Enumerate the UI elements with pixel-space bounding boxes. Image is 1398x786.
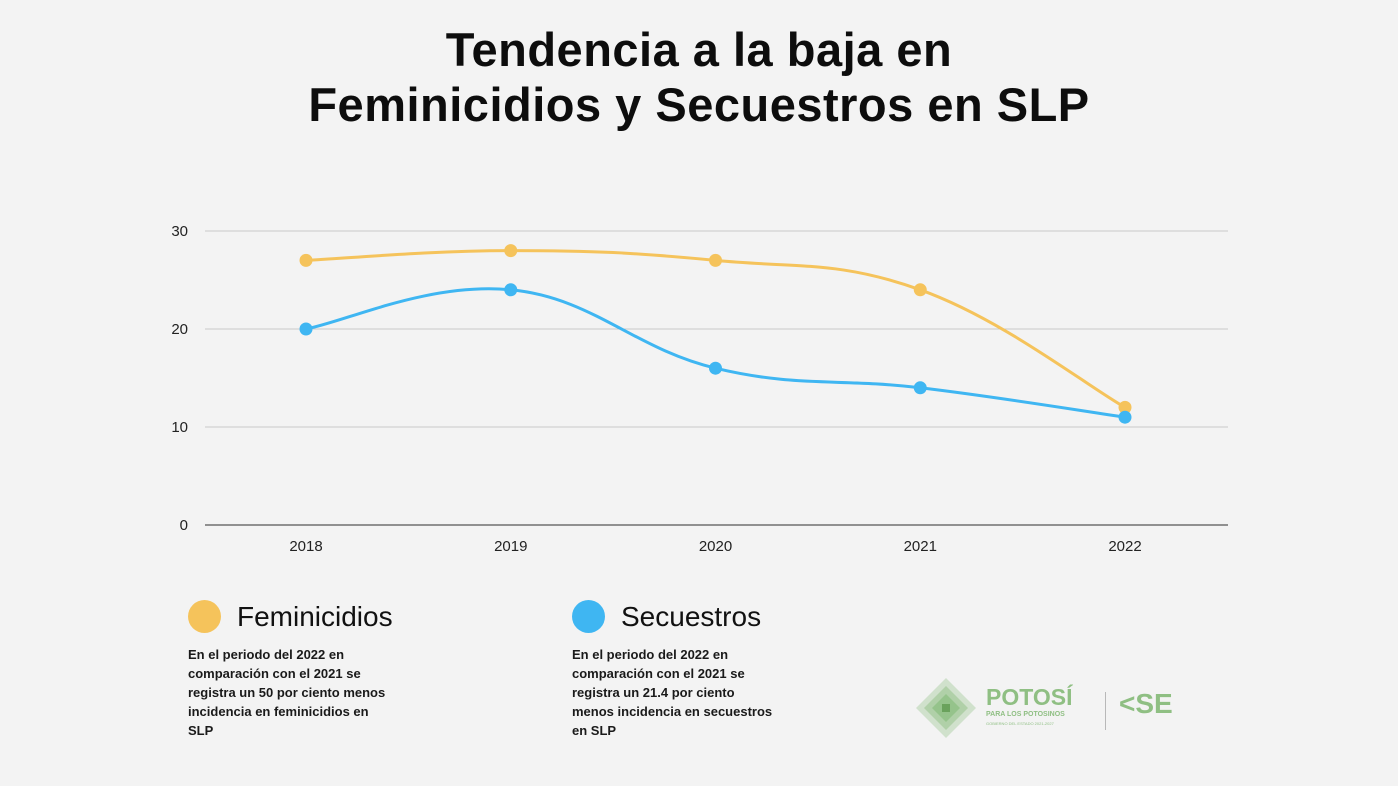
x-tick-label: 2021 [904, 538, 937, 555]
legend-label-feminicidios: Feminicidios [237, 600, 393, 632]
series-layer [299, 244, 1132, 424]
data-point-feminicidios [299, 253, 313, 267]
series-feminicidios [299, 244, 1132, 414]
title-line-2: Feminicidios y Secuestros en SLP [308, 78, 1090, 131]
data-point-feminicidios [709, 253, 722, 267]
y-tick-label: 30 [171, 223, 188, 240]
x-tick-label: 2020 [699, 538, 732, 555]
government-logo: POTOSÍ PARA LOS POTOSINOS GOBIERNO DEL E… [912, 674, 1192, 744]
x-tick-label: 2018 [289, 538, 322, 555]
data-point-feminicidios [913, 283, 927, 297]
legend-description-secuestros: En el periodo del 2022 en comparación co… [572, 647, 773, 738]
legend-description-feminicidios: En el periodo del 2022 en comparación co… [188, 647, 386, 738]
page-title: Tendencia a la baja en Feminicidios y Se… [0, 22, 1398, 132]
y-tick-label: 0 [180, 517, 188, 534]
logo-tagline: PARA LOS POTOSINOS [986, 711, 1065, 718]
emblem-icon [916, 678, 976, 738]
series-secuestros [299, 283, 1132, 424]
legend-dot-feminicidios [188, 600, 221, 633]
y-tick-label: 10 [171, 419, 188, 436]
data-point-secuestros [709, 361, 722, 375]
legend-secuestros: Secuestros En el periodo del 2022 en com… [572, 600, 772, 740]
grid-lines [205, 230, 1228, 526]
data-point-feminicidios [1118, 400, 1132, 414]
chevron-left-icon: < [1119, 688, 1136, 719]
series-line-secuestros [304, 287, 1127, 419]
legend-label-secuestros: Secuestros [621, 600, 762, 632]
title-line-1: Tendencia a la baja en [445, 23, 953, 76]
x-axis-ticks: 2018 2019 2020 2021 2022 [289, 538, 1141, 555]
data-point-secuestros [1118, 410, 1132, 424]
logo-agency-text: SE [1135, 688, 1173, 719]
data-point-secuestros [299, 322, 313, 336]
legend-feminicidios: Feminicidios En el periodo del 2022 en c… [188, 600, 393, 740]
logo-divider [1105, 692, 1106, 730]
legend-dot-secuestros [572, 600, 605, 633]
data-point-secuestros [504, 283, 518, 297]
data-point-secuestros [913, 381, 927, 395]
logo-agency: <SE [1119, 688, 1173, 720]
data-point-feminicidios [504, 244, 518, 258]
y-axis-ticks: 0 10 20 30 [171, 223, 188, 534]
logo-brand: POTOSÍ [986, 684, 1073, 710]
x-tick-label: 2022 [1108, 538, 1141, 555]
y-tick-label: 20 [171, 321, 188, 338]
logo-subtag: GOBIERNO DEL ESTADO 2021-2027 [986, 721, 1054, 726]
x-tick-label: 2019 [494, 538, 527, 555]
